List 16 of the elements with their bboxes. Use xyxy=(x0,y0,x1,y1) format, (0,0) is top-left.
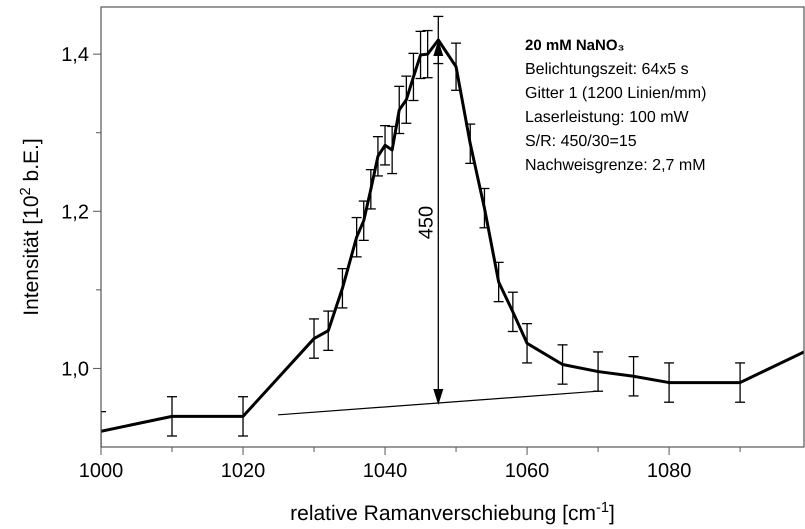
y-tick-label: 1,4 xyxy=(61,44,89,66)
x-tick-label: 1080 xyxy=(646,460,692,482)
x-tick-label: 1040 xyxy=(362,460,408,482)
annotation: Laserleistung: 100 mW xyxy=(525,109,690,126)
y-tick-label: 1,0 xyxy=(61,358,89,380)
annotation: 450 xyxy=(415,206,438,240)
annotation: Gitter 1 (1200 Linien/mm) xyxy=(525,85,706,102)
x-axis-title: relative Ramanverschiebung [cm$^{-1}$] xyxy=(290,500,615,525)
annotation: 20 mM NaNO₃ xyxy=(525,37,625,54)
annotation: S/R: 450/30=15 xyxy=(525,133,637,150)
x-tick-label: 1020 xyxy=(220,460,266,482)
y-tick-label: 1,2 xyxy=(61,201,89,224)
x-tick-label: 1000 xyxy=(78,460,124,482)
annotation: Nachweisgrenze: 2,7 mM xyxy=(525,157,706,174)
annotation: Belichtungszeit: 64x5 s xyxy=(525,61,689,78)
x-tick-label: 1060 xyxy=(504,460,550,482)
